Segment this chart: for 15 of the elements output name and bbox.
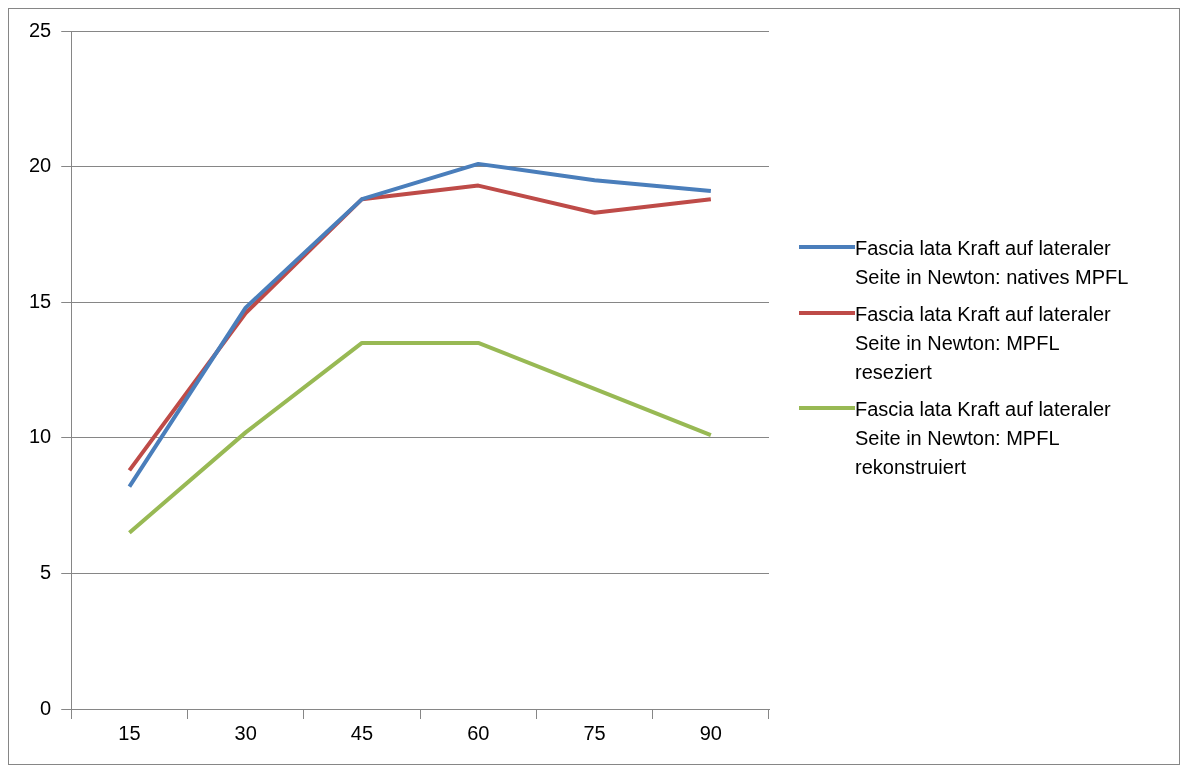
y-tick-label: 10 — [29, 425, 52, 448]
x-tick-label: 75 — [583, 721, 606, 744]
x-tick-label: 30 — [234, 721, 257, 744]
y-tick-label: 5 — [40, 560, 52, 583]
y-tick-label: 0 — [40, 696, 52, 719]
legend-label: Fascia lata Kraft auf lateraler Seite in Newton: MPFL reseziert — [855, 302, 1112, 385]
x-tick-label: 45 — [350, 721, 374, 744]
legend-label: Fascia lata Kraft auf lateraler Seite in Newton: natives MPFL — [855, 236, 1129, 290]
x-tick-label: 15 — [118, 721, 141, 744]
legend-label: Fascia lata Kraft auf lateraler Seite in Newton: MPFL rekonstruiert — [855, 397, 1112, 480]
y-tick-label: 15 — [29, 289, 52, 312]
x-tick-label: 90 — [699, 721, 722, 744]
y-tick-label: 25 — [29, 18, 52, 41]
y-tick-label: 20 — [29, 154, 52, 177]
x-tick-label: 60 — [467, 721, 490, 744]
